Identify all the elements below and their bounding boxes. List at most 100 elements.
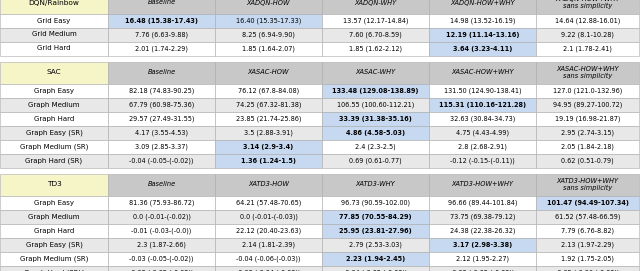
Bar <box>429 195 536 209</box>
Text: 131.50 (124.90-138.41): 131.50 (124.90-138.41) <box>444 87 521 94</box>
Text: XATD3-HOW: XATD3-HOW <box>248 182 289 188</box>
Text: Grid Hard: Grid Hard <box>37 46 71 51</box>
Text: Graph Medium (SR): Graph Medium (SR) <box>20 255 88 262</box>
Bar <box>322 195 429 209</box>
Text: 22.12 (20.40-23.63): 22.12 (20.40-23.63) <box>236 227 301 234</box>
Bar <box>429 153 536 167</box>
Text: 133.48 (129.08-138.89): 133.48 (129.08-138.89) <box>332 88 419 93</box>
Text: 4.75 (4.43-4.99): 4.75 (4.43-4.99) <box>456 129 509 136</box>
Text: 32.63 (30.84-34.73): 32.63 (30.84-34.73) <box>450 115 515 122</box>
Bar <box>536 140 639 153</box>
Text: Graph Medium: Graph Medium <box>28 102 80 108</box>
Text: Baseline: Baseline <box>147 69 175 76</box>
Text: XATD3-WHY: XATD3-WHY <box>356 182 396 188</box>
Bar <box>215 224 322 237</box>
Text: -0.03 (-0.05-(-0.02)): -0.03 (-0.05-(-0.02)) <box>129 255 194 262</box>
Text: 1.92 (1.75-2.05): 1.92 (1.75-2.05) <box>561 255 614 262</box>
Bar <box>429 111 536 125</box>
Bar <box>108 209 215 224</box>
Bar <box>322 153 429 167</box>
Text: 3.5 (2.88-3.91): 3.5 (2.88-3.91) <box>244 129 293 136</box>
Bar <box>429 41 536 56</box>
Bar <box>536 153 639 167</box>
Text: 2.3 (1.87-2.66): 2.3 (1.87-2.66) <box>137 241 186 248</box>
Text: 8.25 (6.94-9.90): 8.25 (6.94-9.90) <box>242 31 295 38</box>
Text: 0.62 (0.51-0.79): 0.62 (0.51-0.79) <box>561 157 614 164</box>
Bar <box>108 27 215 41</box>
Bar <box>108 98 215 111</box>
Bar <box>429 209 536 224</box>
Text: 96.73 (90.59-102.00): 96.73 (90.59-102.00) <box>341 199 410 206</box>
Text: -0.04 (-0.06-(-0.03)): -0.04 (-0.06-(-0.03)) <box>236 255 301 262</box>
Text: 101.47 (94.49-107.34): 101.47 (94.49-107.34) <box>547 199 628 205</box>
Text: 2.12 (1.95-2.27): 2.12 (1.95-2.27) <box>456 255 509 262</box>
Bar <box>0 251 108 266</box>
Bar <box>215 251 322 266</box>
Text: -0.12 (-0.15-(-0.11)): -0.12 (-0.15-(-0.11)) <box>450 157 515 164</box>
Bar <box>0 266 108 271</box>
Bar <box>322 266 429 271</box>
Text: Baseline: Baseline <box>147 182 175 188</box>
Bar <box>429 125 536 140</box>
Bar <box>322 251 429 266</box>
Bar <box>536 209 639 224</box>
Text: 7.60 (6.70-8.59): 7.60 (6.70-8.59) <box>349 31 402 38</box>
Text: Graph Hard: Graph Hard <box>34 227 74 234</box>
Bar <box>215 153 322 167</box>
Text: 24.38 (22.38-26.32): 24.38 (22.38-26.32) <box>450 227 515 234</box>
Bar <box>0 195 108 209</box>
Bar <box>108 62 215 83</box>
Text: 19.19 (16.98-21.87): 19.19 (16.98-21.87) <box>555 115 620 122</box>
Bar <box>429 62 536 83</box>
Bar <box>322 62 429 83</box>
Bar <box>536 125 639 140</box>
Text: 4.17 (3.55-4.53): 4.17 (3.55-4.53) <box>135 129 188 136</box>
Text: 25.95 (23.81-27.96): 25.95 (23.81-27.96) <box>339 227 412 234</box>
Text: 23.85 (21.74-25.86): 23.85 (21.74-25.86) <box>236 115 301 122</box>
Text: DQN/Rainbow: DQN/Rainbow <box>29 0 79 5</box>
Text: XASAC-WHY: XASAC-WHY <box>355 69 396 76</box>
Bar <box>108 14 215 27</box>
Text: 2.4 (2.3-2.5): 2.4 (2.3-2.5) <box>355 143 396 150</box>
Bar <box>0 98 108 111</box>
Bar <box>429 83 536 98</box>
Text: 14.64 (12.88-16.01): 14.64 (12.88-16.01) <box>555 17 620 24</box>
Bar <box>215 27 322 41</box>
Text: -0.03 (-0.05-(-0.02)): -0.03 (-0.05-(-0.02)) <box>451 269 515 271</box>
Bar <box>215 62 322 83</box>
Bar <box>322 14 429 27</box>
Text: -0.04 (-0.05-(-0.03)): -0.04 (-0.05-(-0.03)) <box>343 269 408 271</box>
Bar <box>322 140 429 153</box>
Text: XASAC-HOW+WHY
sans simplicity: XASAC-HOW+WHY sans simplicity <box>556 66 619 79</box>
Bar <box>0 27 108 41</box>
Bar <box>429 173 536 195</box>
Bar <box>429 14 536 27</box>
Text: Graph Easy (SR): Graph Easy (SR) <box>26 129 83 136</box>
Bar <box>0 237 108 251</box>
Text: Graph Hard: Graph Hard <box>34 115 74 121</box>
Text: 7.79 (6.76-8.82): 7.79 (6.76-8.82) <box>561 227 614 234</box>
Bar <box>536 41 639 56</box>
Text: Graph Hard (SR): Graph Hard (SR) <box>26 157 83 164</box>
Text: XASAC-HOW+WHY: XASAC-HOW+WHY <box>451 69 514 76</box>
Text: 16.40 (15.35-17.33): 16.40 (15.35-17.33) <box>236 17 301 24</box>
Bar <box>215 173 322 195</box>
Text: 2.8 (2.68-2.91): 2.8 (2.68-2.91) <box>458 143 507 150</box>
Text: -0.01 (-0.03-(-0.0)): -0.01 (-0.03-(-0.0)) <box>131 227 191 234</box>
Text: XADQN-HOW+WHY: XADQN-HOW+WHY <box>451 0 515 5</box>
Bar <box>215 125 322 140</box>
Text: 61.52 (57.48-66.59): 61.52 (57.48-66.59) <box>555 213 620 220</box>
Text: 106.55 (100.60-112.21): 106.55 (100.60-112.21) <box>337 101 414 108</box>
Text: 33.39 (31.38-35.16): 33.39 (31.38-35.16) <box>339 115 412 121</box>
Text: -0.05 (-0.06-(-0.03)): -0.05 (-0.06-(-0.03)) <box>556 269 620 271</box>
Text: XATD3-HOW+WHY
sans simplicity: XATD3-HOW+WHY sans simplicity <box>557 178 618 191</box>
Bar <box>322 111 429 125</box>
Bar <box>0 125 108 140</box>
Text: 115.31 (110.16-121.28): 115.31 (110.16-121.28) <box>439 102 526 108</box>
Bar <box>536 62 639 83</box>
Bar <box>322 209 429 224</box>
Text: 1.85 (1.64-2.07): 1.85 (1.64-2.07) <box>242 45 295 52</box>
Text: 14.98 (13.52-16.19): 14.98 (13.52-16.19) <box>450 17 515 24</box>
Text: Grid Medium: Grid Medium <box>31 31 76 37</box>
Text: XADQN-HOW: XADQN-HOW <box>247 0 291 5</box>
